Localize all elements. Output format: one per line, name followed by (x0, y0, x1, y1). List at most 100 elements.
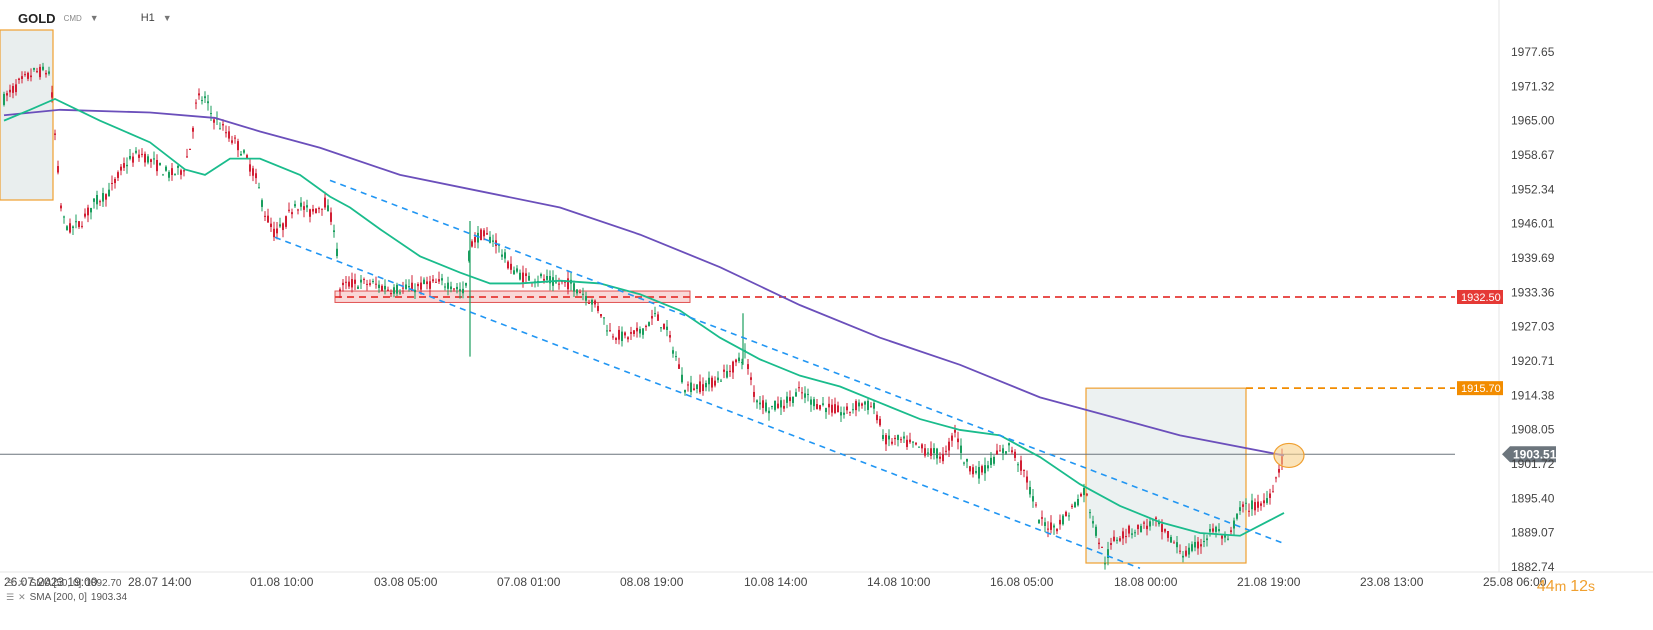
candle-body (324, 197, 326, 208)
candle-body (294, 204, 296, 207)
legend-sma200-label: SMA [200, 0] (29, 592, 87, 603)
candle-body (1245, 502, 1247, 504)
candle-body (762, 400, 764, 408)
candle-body (1170, 536, 1172, 543)
candle-body (543, 278, 545, 281)
timeframe-dropdown-icon[interactable]: ▼ (162, 13, 172, 23)
candle-body (309, 209, 311, 217)
candle-body (633, 330, 635, 334)
candle-body (483, 230, 485, 237)
legend-sma50-value: 1892.70 (85, 578, 122, 589)
candle-body (591, 299, 593, 305)
candle-body (873, 402, 875, 409)
candle-body (558, 283, 560, 285)
candle-body (696, 384, 698, 390)
candle-body (72, 226, 74, 229)
candle-body (621, 331, 623, 342)
candle-body (1044, 522, 1046, 526)
candle-body (684, 389, 686, 393)
candle-body (1101, 546, 1103, 548)
candle-body (45, 72, 47, 75)
candle-body (30, 75, 32, 78)
candle-body (1272, 491, 1274, 493)
candle-body (1260, 503, 1262, 506)
candle-body (1176, 542, 1178, 548)
candle-body (138, 154, 140, 158)
candle-body (735, 359, 737, 363)
timeframe-selector[interactable]: H1 (140, 12, 155, 24)
candle-body (642, 328, 644, 335)
candle-body (834, 404, 836, 414)
close-icon[interactable]: ✕ (18, 592, 26, 602)
legend-sma200[interactable]: ☰ ✕ SMA [200, 0] 1903.34 (6, 592, 127, 603)
candle-body (1014, 451, 1016, 458)
legend-sma50[interactable]: ☰ ✕ SMA [50, 0] 1892.70 (6, 578, 121, 589)
candle-body (612, 336, 614, 338)
candle-body (903, 436, 905, 439)
settings-icon[interactable]: ☰ (6, 578, 15, 588)
candle-body (606, 330, 608, 332)
candle-body (1086, 494, 1088, 496)
candle-body (441, 278, 443, 281)
candle-countdown: 44m 12s (1537, 578, 1595, 596)
candle-body (1056, 528, 1058, 532)
candle-body (1089, 512, 1091, 514)
candle-body (369, 283, 371, 285)
candle-body (87, 207, 89, 216)
candle-body (1005, 451, 1007, 454)
legend-sma200-value: 1903.34 (90, 592, 128, 603)
candle-body (276, 228, 278, 234)
candle-body (528, 275, 530, 281)
y-tick-label: 1901.72 (1511, 457, 1555, 471)
candle-body (876, 414, 878, 421)
countdown-seconds: 12 (1570, 578, 1588, 595)
candle-body (960, 445, 962, 453)
candle-body (336, 248, 338, 257)
symbol-name[interactable]: GOLD (18, 10, 56, 26)
candle-body (288, 209, 290, 211)
x-tick-label: 21.08 19:00 (1237, 575, 1301, 589)
candle-body (1146, 525, 1148, 530)
candle-body (60, 205, 62, 209)
candle-body (816, 404, 818, 410)
candle-body (1077, 498, 1079, 506)
candle-body (1242, 504, 1244, 507)
candle-body (594, 300, 596, 305)
candle-body (399, 292, 401, 294)
candle-body (864, 401, 866, 405)
candle-body (1092, 521, 1094, 524)
candle-body (999, 450, 1001, 452)
candle-body (270, 223, 272, 228)
x-tick-label: 08.08 19:00 (620, 575, 684, 589)
candle-body (807, 393, 809, 395)
highlight-circle (1273, 442, 1305, 469)
candle-body (1038, 519, 1040, 524)
close-icon[interactable]: ✕ (18, 578, 26, 588)
candle-body (300, 202, 302, 207)
candle-body (51, 92, 53, 98)
candle-body (423, 279, 425, 285)
candle-body (1155, 517, 1157, 520)
candle-body (315, 208, 317, 214)
candle-body (414, 289, 416, 293)
candle-body (792, 396, 794, 403)
candle-body (318, 208, 320, 210)
candle-body (765, 402, 767, 412)
candle-body (12, 85, 14, 93)
candle-body (636, 327, 638, 332)
symbol-dropdown-icon[interactable]: ▼ (89, 13, 99, 23)
candle-body (882, 435, 884, 440)
candle-body (708, 377, 710, 385)
candle-body (576, 289, 578, 294)
candle-body (861, 403, 863, 406)
candle-body (408, 286, 410, 288)
candle-body (162, 174, 164, 176)
candle-body (1239, 507, 1241, 512)
candle-body (717, 377, 719, 381)
settings-icon[interactable]: ☰ (6, 592, 15, 602)
channel-upper-line (329, 179, 1286, 545)
candle-body (1026, 476, 1028, 483)
candle-body (168, 172, 170, 178)
x-tick-label: 25.08 06:00 (1483, 575, 1547, 589)
